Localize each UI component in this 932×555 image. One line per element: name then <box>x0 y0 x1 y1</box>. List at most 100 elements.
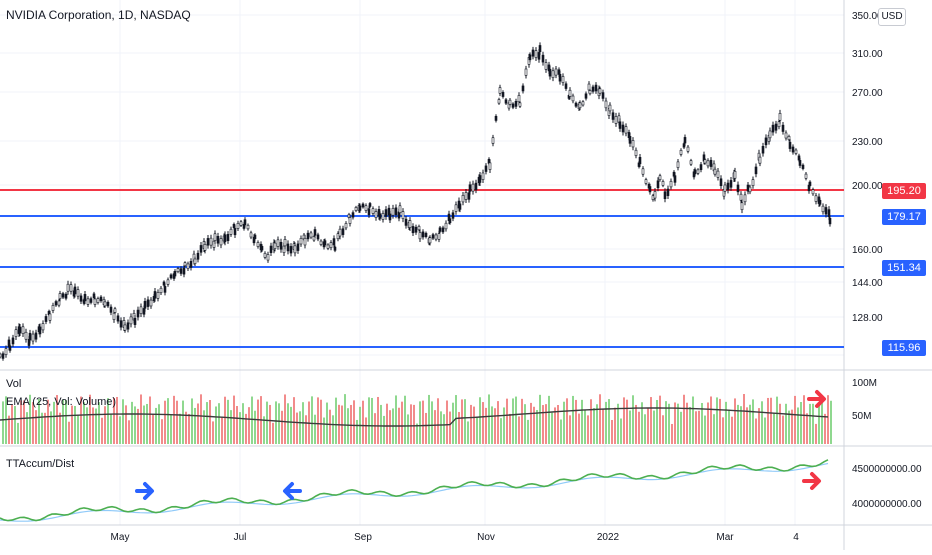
candle-body <box>418 232 422 240</box>
candle-body <box>709 159 713 167</box>
candle-body <box>219 238 223 246</box>
candle-body <box>384 209 388 217</box>
volume-bar <box>668 403 670 444</box>
candle-body <box>638 156 642 165</box>
candle-body <box>286 243 290 252</box>
candle-body <box>534 50 538 58</box>
volume-bar <box>527 419 529 444</box>
volume-ema-line <box>0 407 829 427</box>
candle-body <box>338 228 342 237</box>
currency-badge[interactable]: USD <box>878 8 906 26</box>
candle-body <box>798 160 802 166</box>
candle-body <box>591 86 595 92</box>
candle-body <box>28 332 32 341</box>
volume-bar <box>182 400 184 444</box>
volume-bar <box>404 395 406 444</box>
candle-body <box>109 306 113 313</box>
volume-bar <box>542 405 544 444</box>
volume-label[interactable]: Vol <box>6 378 22 390</box>
volume-bar <box>50 411 52 444</box>
volume-ema-label[interactable]: EMA (25, Vol: Volume) <box>6 396 117 408</box>
symbol-title[interactable]: NVIDIA Corporation, 1D, NASDAQ <box>6 8 191 22</box>
candle-body <box>34 332 38 340</box>
volume-bar <box>356 419 358 444</box>
volume-bar <box>80 396 82 444</box>
volume-bar <box>596 404 598 444</box>
volume-bar <box>794 395 796 444</box>
volume-bar <box>557 404 559 444</box>
volume-bar <box>806 413 808 444</box>
volume-bar <box>425 412 427 444</box>
arrow-right-icon <box>135 482 154 500</box>
candle-body <box>381 213 385 220</box>
volume-bar <box>443 414 445 444</box>
candle-body <box>464 192 468 200</box>
candle-body <box>18 326 22 334</box>
volume-bar <box>272 422 274 444</box>
candle-body <box>604 100 608 109</box>
volume-bar <box>410 404 412 444</box>
candle-body <box>723 184 727 192</box>
volume-bar <box>449 411 451 444</box>
time-tick-label: Nov <box>477 532 495 543</box>
volume-bar <box>707 402 709 444</box>
volume-bar <box>416 423 418 444</box>
candle-body <box>136 309 140 318</box>
volume-bar <box>380 404 382 444</box>
volume-bar <box>110 413 112 444</box>
volume-bar <box>95 408 97 444</box>
volume-bar <box>614 407 616 444</box>
volume-bar <box>509 413 511 444</box>
volume-bar <box>815 423 817 444</box>
candle-body <box>8 345 12 351</box>
candle-body <box>778 113 782 121</box>
candle-body <box>498 87 502 94</box>
volume-bar <box>647 408 649 444</box>
volume-bar <box>194 407 196 444</box>
volume-bar <box>215 406 217 444</box>
volume-bar <box>434 410 436 444</box>
volume-bar <box>41 412 43 444</box>
candle-body <box>358 205 362 211</box>
volume-bar <box>560 419 562 444</box>
candle-body <box>641 168 645 175</box>
candle-body <box>199 245 203 253</box>
candle-body <box>374 211 378 218</box>
volume-bar <box>269 404 271 444</box>
candle-body <box>86 298 90 305</box>
candle-body <box>788 141 792 149</box>
volume-bar <box>29 394 31 444</box>
volume-bar <box>638 411 640 444</box>
candle-body <box>289 246 293 254</box>
volume-bar <box>791 409 793 444</box>
candle-body <box>644 179 648 184</box>
candle-body <box>0 353 2 358</box>
candle-body <box>367 208 371 216</box>
candle-body <box>658 175 662 181</box>
volume-bar <box>188 413 190 444</box>
candle-body <box>484 165 488 172</box>
volume-bar <box>353 400 355 444</box>
candle-body <box>574 102 578 107</box>
volume-bar <box>2 401 4 444</box>
price-tick-label: 160.00 <box>852 245 883 256</box>
candle-body <box>293 245 297 254</box>
volume-bar <box>818 402 820 444</box>
candle-body <box>54 301 58 306</box>
volume-bar <box>314 414 316 444</box>
candle-body <box>417 226 421 231</box>
candle-body <box>223 234 227 243</box>
volume-bar <box>320 399 322 444</box>
candle-body <box>598 88 602 94</box>
accum-label[interactable]: TTAccum/Dist <box>6 458 75 470</box>
candle-body <box>683 137 687 144</box>
volume-bar <box>533 406 535 444</box>
volume-bar <box>611 419 613 444</box>
volume-bar <box>554 407 556 444</box>
candle-body <box>726 182 730 191</box>
volume-bar <box>86 407 88 444</box>
candle-body <box>354 207 358 211</box>
candle-body <box>276 239 280 247</box>
